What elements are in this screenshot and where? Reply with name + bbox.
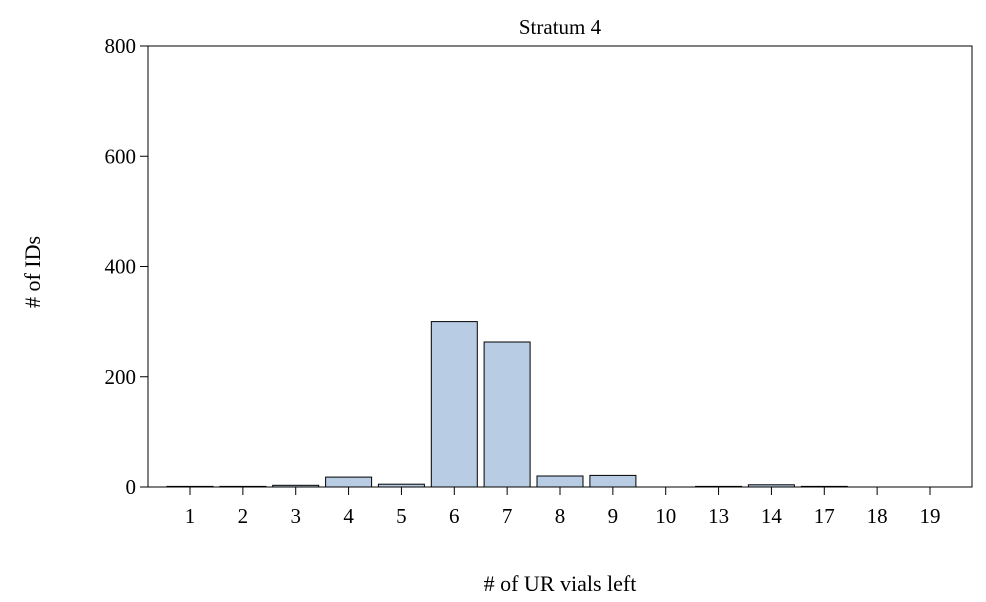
- x-axis-label: # of UR vials left: [484, 571, 637, 596]
- bar-4: [325, 476, 373, 488]
- x-tick-label-13: 13: [708, 504, 729, 528]
- y-tick-label-600: 600: [105, 144, 137, 168]
- bar-9: [589, 474, 637, 488]
- x-tick-label-4: 4: [343, 504, 354, 528]
- chart-title: Stratum 4: [519, 15, 602, 39]
- x-tick-label-8: 8: [555, 504, 566, 528]
- x-tick-label-3: 3: [290, 504, 301, 528]
- x-tick-label-19: 19: [920, 504, 941, 528]
- x-tick-label-10: 10: [655, 504, 676, 528]
- y-tick-label-200: 200: [105, 365, 137, 389]
- x-tick-label-7: 7: [502, 504, 513, 528]
- x-tick-label-2: 2: [238, 504, 249, 528]
- y-tick-label-400: 400: [105, 255, 137, 279]
- bar-6: [430, 321, 478, 488]
- bar-8: [536, 475, 584, 488]
- y-tick-label-0: 0: [126, 475, 137, 499]
- x-tick-label-14: 14: [761, 504, 783, 528]
- x-tick-label-9: 9: [608, 504, 619, 528]
- x-tick-label-5: 5: [396, 504, 407, 528]
- bars-group: [166, 321, 848, 488]
- x-tick-label-6: 6: [449, 504, 460, 528]
- y-axis-label: # of IDs: [20, 236, 45, 308]
- ticks-group: 1 2 3 4 5 6 7 8 9 10 13 14 17 18 19 0 200 400 600 800: [105, 34, 941, 528]
- x-tick-label-17: 17: [814, 504, 835, 528]
- x-tick-label-18: 18: [867, 504, 888, 528]
- bar-7: [483, 341, 531, 488]
- y-tick-label-800: 800: [105, 34, 137, 58]
- plot-frame: [147, 45, 973, 488]
- x-tick-label-1: 1: [185, 504, 196, 528]
